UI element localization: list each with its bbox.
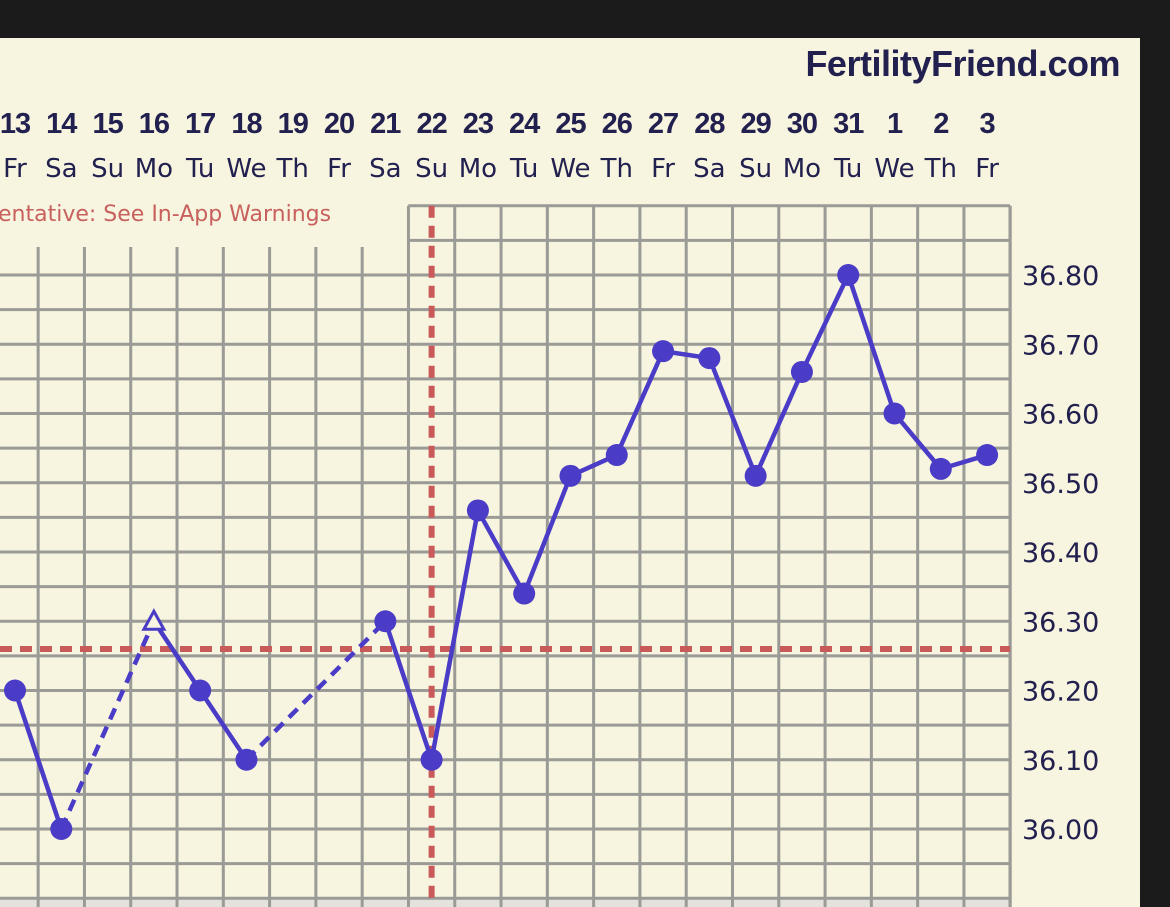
temperature-point bbox=[189, 679, 212, 702]
temperature-point bbox=[883, 402, 906, 425]
weekday-label: Su bbox=[739, 154, 772, 184]
temperature-series bbox=[4, 264, 999, 840]
weekday-label: Th bbox=[600, 154, 633, 184]
day-number-label: 29 bbox=[741, 108, 772, 140]
day-number-label: 20 bbox=[324, 108, 354, 140]
temperature-segment bbox=[475, 509, 527, 595]
weekday-label: Th bbox=[924, 154, 957, 184]
temperature-point bbox=[929, 457, 952, 480]
temperature-point bbox=[4, 679, 26, 702]
day-number-label: 25 bbox=[555, 108, 586, 140]
weekday-label: We bbox=[874, 154, 914, 184]
weekday-label: We bbox=[550, 154, 590, 184]
day-number-label: 27 bbox=[648, 108, 678, 140]
temperature-segment bbox=[799, 274, 851, 373]
weekday-label: Sa bbox=[369, 154, 401, 184]
weekday-label: Th bbox=[276, 154, 309, 184]
weekday-label: Fr bbox=[3, 154, 27, 184]
y-tick-label: 36.70 bbox=[1022, 330, 1099, 361]
day-number-label: 28 bbox=[694, 108, 725, 140]
temperature-gap-segment bbox=[59, 620, 156, 830]
day-number-label: 22 bbox=[416, 108, 446, 140]
temperature-segment bbox=[12, 689, 64, 830]
temperature-point bbox=[374, 610, 397, 633]
day-number-label: 15 bbox=[92, 108, 123, 140]
day-number-label: 24 bbox=[509, 108, 540, 140]
day-number-label: 31 bbox=[833, 108, 864, 140]
y-tick-label: 36.80 bbox=[1022, 261, 1099, 292]
temperature-point bbox=[420, 748, 443, 771]
y-tick-label: 36.00 bbox=[1022, 815, 1099, 846]
y-axis-labels: 36.80 36.70 36.60 36.50 36.40 36.30 36.20 36.10… bbox=[1022, 261, 1099, 846]
day-number-label: 2 bbox=[933, 108, 948, 140]
temperature-segment bbox=[522, 475, 573, 595]
temperature-point bbox=[790, 360, 813, 383]
x-axis-labels: 13Fr14Sa15Su16Mo17Tu18We19Th20Fr21Sa22Su… bbox=[0, 108, 999, 184]
day-number-label: 14 bbox=[46, 108, 77, 140]
grid bbox=[0, 204, 1012, 907]
weekday-label: Fr bbox=[327, 154, 351, 184]
weekday-label: Su bbox=[91, 154, 124, 184]
temperature-point-open-triangle bbox=[141, 608, 167, 631]
day-number-label: 30 bbox=[787, 108, 817, 140]
temperature-gap-segment bbox=[244, 619, 387, 762]
weekday-label: Mo bbox=[783, 154, 821, 184]
weekday-label: Fr bbox=[651, 154, 675, 184]
weekday-label: Tu bbox=[185, 154, 214, 184]
weekday-label: Mo bbox=[459, 154, 497, 184]
temperature-segment bbox=[151, 619, 203, 692]
temperature-point bbox=[837, 264, 860, 286]
y-tick-label: 36.50 bbox=[1022, 469, 1099, 500]
day-number-label: 26 bbox=[602, 108, 633, 140]
day-number-label: 1 bbox=[887, 108, 903, 140]
temperature-segment bbox=[614, 350, 666, 456]
grid-footer-band bbox=[0, 898, 1010, 907]
day-number-label: 23 bbox=[463, 108, 494, 140]
day-number-label: 13 bbox=[0, 108, 31, 140]
tentative-warning: entative: See In-App Warnings bbox=[0, 202, 331, 227]
weekday-label: Su bbox=[415, 154, 448, 184]
temperature-point bbox=[976, 444, 999, 467]
y-tick-label: 36.20 bbox=[1022, 677, 1099, 708]
brand-logo-text: FertilityFriend.com bbox=[805, 43, 1120, 84]
temperature-point bbox=[744, 464, 767, 487]
y-tick-label: 36.60 bbox=[1022, 400, 1099, 431]
temperature-segment bbox=[429, 510, 481, 761]
weekday-label: Fr bbox=[975, 154, 999, 184]
weekday-label: Tu bbox=[509, 154, 538, 184]
temperature-point bbox=[513, 582, 536, 605]
temperature-segment bbox=[707, 357, 758, 477]
weekday-label: Mo bbox=[135, 154, 173, 184]
temperature-point bbox=[559, 464, 582, 487]
day-number-label: 16 bbox=[139, 108, 170, 140]
day-number-label: 3 bbox=[980, 108, 996, 140]
temperature-point bbox=[50, 818, 73, 840]
temperature-segment bbox=[383, 620, 434, 761]
temperature-point bbox=[652, 340, 675, 363]
weekday-label: Sa bbox=[693, 154, 725, 184]
weekday-label: Tu bbox=[833, 154, 862, 184]
day-number-label: 17 bbox=[185, 108, 215, 140]
temperature-point bbox=[235, 748, 258, 771]
temperature-segment bbox=[892, 412, 943, 471]
day-number-label: 19 bbox=[278, 108, 309, 140]
temperature-point bbox=[698, 347, 721, 370]
temperature-point bbox=[605, 444, 628, 467]
temperature-point bbox=[466, 499, 489, 522]
y-tick-label: 36.30 bbox=[1022, 607, 1099, 638]
day-number-label: 21 bbox=[370, 108, 401, 140]
window-frame-top bbox=[0, 0, 1170, 38]
y-tick-label: 36.10 bbox=[1022, 746, 1099, 777]
temperature-segment bbox=[753, 371, 804, 477]
day-number-label: 18 bbox=[231, 108, 262, 140]
y-tick-label: 36.40 bbox=[1022, 538, 1099, 569]
weekday-label: Sa bbox=[45, 154, 77, 184]
weekday-label: We bbox=[226, 154, 266, 184]
reference-lines bbox=[0, 205, 1010, 899]
temperature-segment bbox=[198, 689, 249, 762]
window-frame-right bbox=[1140, 0, 1170, 907]
temperature-segment bbox=[846, 274, 897, 415]
